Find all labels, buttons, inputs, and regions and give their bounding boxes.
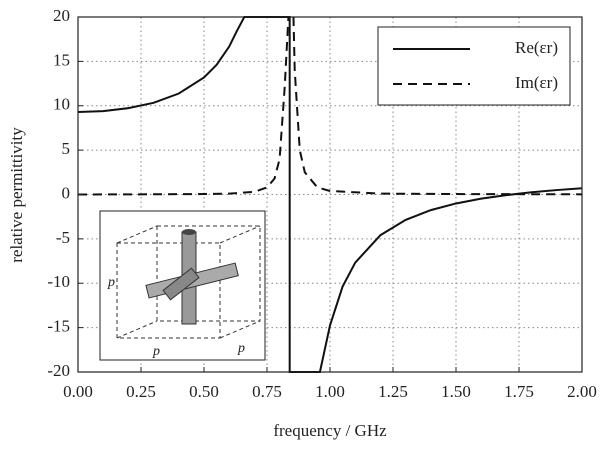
series-line <box>77 16 583 196</box>
x-axis-label: frequency / GHz <box>273 421 387 440</box>
y-tick-label: -5 <box>56 228 70 247</box>
x-tick-label: 0.25 <box>126 382 156 401</box>
y-tick-label: -15 <box>47 317 70 336</box>
y-tick-label: 15 <box>53 50 70 69</box>
y-tick-label: 10 <box>53 95 70 114</box>
inset-label: p <box>107 275 115 290</box>
x-tick-label: 1.25 <box>378 382 408 401</box>
inset-diagram: p p p <box>99 210 266 361</box>
legend-label: Re(εr) <box>515 38 558 57</box>
inset-label: p <box>152 344 160 359</box>
x-tick-label: 2.00 <box>567 382 597 401</box>
x-tick-label: 1.00 <box>315 382 345 401</box>
x-tick-label: 0.75 <box>252 382 282 401</box>
y-axis-label: relative permittivity <box>7 127 26 263</box>
y-tick-label: 20 <box>53 6 70 25</box>
y-tick-label: -20 <box>47 361 70 380</box>
y-tick-label: 5 <box>62 139 71 158</box>
x-tick-label: 0.50 <box>189 382 219 401</box>
x-tick-label: 1.50 <box>441 382 471 401</box>
plot-frame <box>77 16 583 373</box>
x-tick-label: 0.00 <box>63 382 93 401</box>
x-tick-label: 1.75 <box>504 382 534 401</box>
legend-box <box>377 26 571 106</box>
inset-label: p <box>237 341 245 356</box>
y-tick-label: 0 <box>62 183 71 202</box>
legend-label: Im(εr) <box>515 73 558 92</box>
y-tick-label: -10 <box>47 272 70 291</box>
